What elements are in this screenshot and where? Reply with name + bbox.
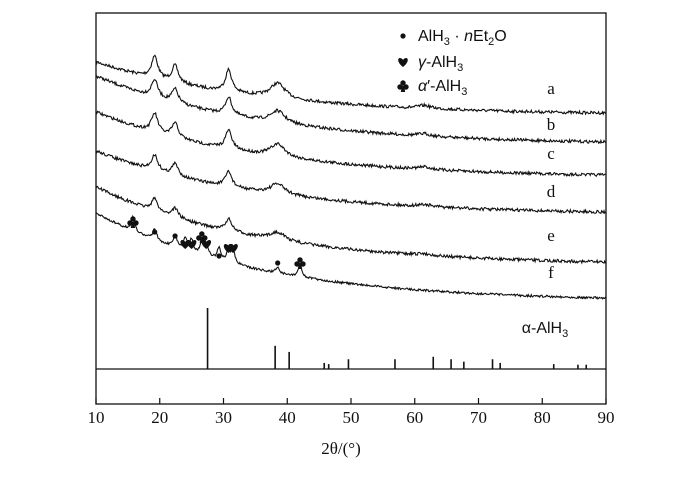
curve-d [95, 149, 606, 215]
legend-greek: α [418, 78, 428, 95]
curve-label-d: d [547, 182, 556, 201]
legend-dot-marker [400, 33, 406, 39]
peak-marker-club [294, 257, 306, 269]
legend-formula: -AlH [430, 78, 461, 95]
curve-b [95, 75, 606, 145]
pattern-curves [95, 54, 607, 300]
peak-marker-heart [186, 240, 197, 249]
legend-heart-marker [398, 58, 408, 67]
x-tick-label: 80 [534, 408, 551, 427]
curve-label-e: e [547, 226, 555, 245]
reference-sticks [206, 308, 588, 369]
legend-entry-label: γ-AlH3 [418, 54, 463, 74]
legend-greek: γ [418, 54, 427, 71]
legend-prime: ′ [427, 78, 430, 95]
x-tick-label: 40 [279, 408, 296, 427]
peak-marker-dot [152, 229, 158, 235]
legend-formula: AlH [418, 28, 444, 45]
peak-marker-dot [172, 233, 178, 239]
curve-a [95, 54, 606, 116]
legend-subscript: 3 [461, 86, 467, 98]
legend-subscript: 3 [457, 62, 463, 74]
curve-label-f: f [548, 263, 554, 282]
legend-formula: -AlH [426, 54, 457, 71]
legend-entry-label: α′-AlH3 [418, 78, 467, 98]
peak-marker-heart [201, 240, 212, 249]
x-tick-label: 70 [470, 408, 487, 427]
x-tick-label: 10 [88, 408, 105, 427]
legend-subscript: 3 [444, 36, 450, 48]
legend-middot: · [450, 28, 464, 45]
peak-marker-heart [228, 244, 238, 253]
x-tick-label: 30 [215, 408, 232, 427]
x-tick-label: 90 [598, 408, 615, 427]
x-axis-title: 2θ/(°) [321, 439, 361, 458]
x-tick-label: 60 [406, 408, 423, 427]
peak-marker-dot [275, 260, 281, 266]
peak-marker-club [127, 216, 139, 228]
reference-label-main: α-AlH [522, 320, 562, 337]
legend-club-marker [397, 80, 409, 92]
curve-f [95, 212, 606, 300]
x-tick-label: 20 [151, 408, 168, 427]
legend-entry-label: AlH3 · nEt2O [418, 28, 507, 48]
x-tick-label: 50 [343, 408, 360, 427]
x-axis-ticks: 10 20 30 40 50 60 70 80 90 [88, 398, 615, 427]
curve-c [95, 110, 606, 178]
peak-markers [127, 216, 306, 269]
curve-e [95, 185, 607, 265]
legend-italic-n: n [464, 28, 473, 45]
reference-label: α-AlH3 [522, 320, 568, 340]
legend-formula-end: O [494, 28, 506, 45]
legend-formula-tail: Et [473, 28, 489, 45]
curve-label-a: a [547, 79, 555, 98]
curve-label-c: c [547, 144, 555, 163]
peak-marker-dot [216, 253, 222, 259]
legend-subscript-2: 2 [488, 36, 494, 48]
curve-label-b: b [547, 115, 556, 134]
reference-label-sub: 3 [562, 328, 568, 340]
